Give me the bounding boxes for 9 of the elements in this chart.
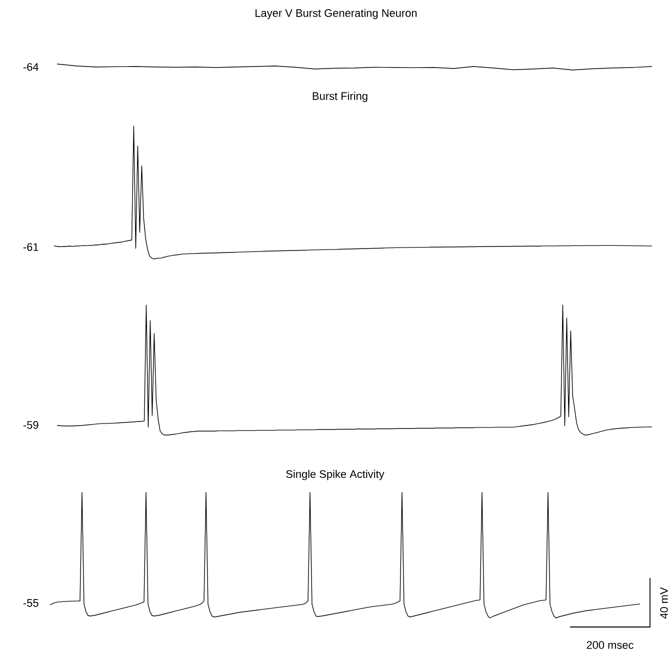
text: -55 [23, 599, 38, 607]
chart-title: Burst Firing [312, 92, 368, 102]
chart-title: Single Spike Activity [286, 470, 384, 480]
text: -59 [23, 421, 38, 429]
chart-title: Layer V Burst Generating Neuron [256, 8, 417, 20]
text: -61 [23, 243, 38, 251]
text: 40 mV [660, 587, 668, 619]
text: 200 msec [586, 641, 634, 649]
text: -64 [23, 63, 38, 71]
